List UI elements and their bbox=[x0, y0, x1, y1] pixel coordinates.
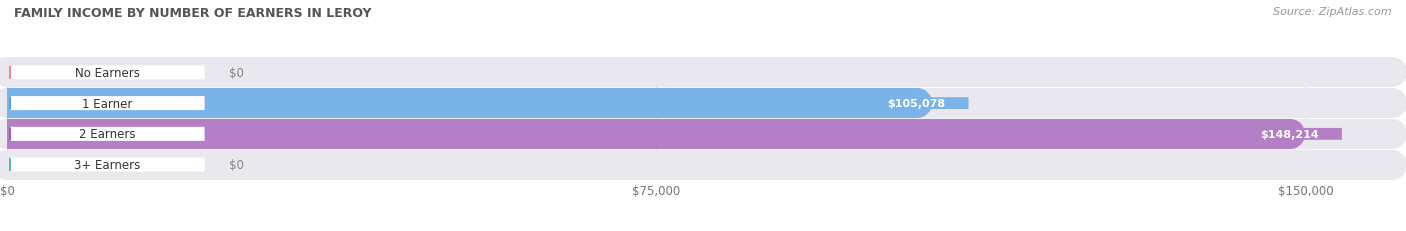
Text: $0: $0 bbox=[229, 158, 243, 171]
FancyBboxPatch shape bbox=[865, 98, 969, 109]
Text: $105,078: $105,078 bbox=[887, 99, 946, 109]
FancyBboxPatch shape bbox=[1239, 128, 1341, 140]
Text: No Earners: No Earners bbox=[75, 67, 139, 79]
FancyBboxPatch shape bbox=[10, 127, 205, 141]
Text: Source: ZipAtlas.com: Source: ZipAtlas.com bbox=[1274, 7, 1392, 17]
Text: FAMILY INCOME BY NUMBER OF EARNERS IN LEROY: FAMILY INCOME BY NUMBER OF EARNERS IN LE… bbox=[14, 7, 371, 20]
Text: $0: $0 bbox=[229, 67, 243, 79]
Text: 2 Earners: 2 Earners bbox=[79, 128, 135, 141]
FancyBboxPatch shape bbox=[10, 97, 205, 111]
Text: $148,214: $148,214 bbox=[1261, 129, 1319, 139]
FancyBboxPatch shape bbox=[10, 66, 205, 80]
Text: 1 Earner: 1 Earner bbox=[82, 97, 132, 110]
FancyBboxPatch shape bbox=[10, 158, 205, 172]
Text: 3+ Earners: 3+ Earners bbox=[75, 158, 141, 171]
